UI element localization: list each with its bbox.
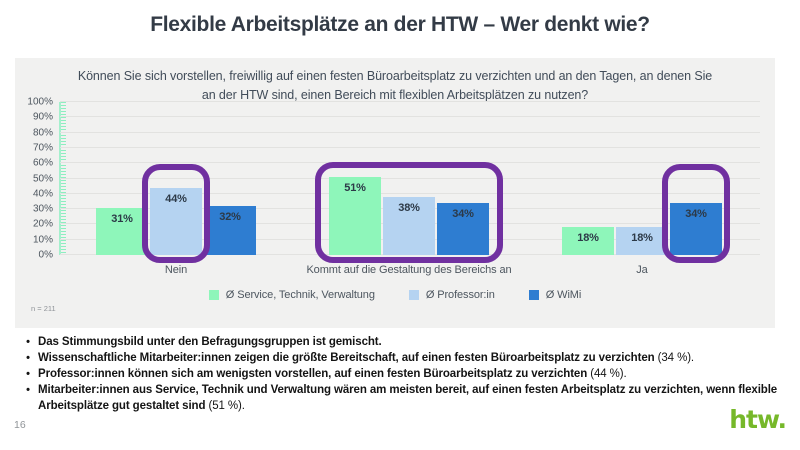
bullet-text: Professor:innen können sich am wenigsten… [38,368,627,380]
bar: 34% [437,202,489,255]
htw-logo: htw. [729,405,787,434]
bar: 18% [616,227,668,255]
y-axis-tick-label: 70% [32,142,53,154]
y-axis-tick-label: 0% [38,249,53,261]
y-axis-tick-label: 20% [32,218,53,230]
bar: 18% [562,227,614,255]
chart-legend: Ø Service, Technik, Verwaltung Ø Professo… [15,289,775,301]
legend-swatch [408,290,419,300]
y-axis-tick-label: 60% [32,157,53,169]
bullet-item: • Professor:innen können sich am wenigste… [18,366,784,382]
bar: 38% [383,196,435,255]
bullet-text: Wissenschaftliche Mitarbeiter:innen zeig… [38,352,695,364]
legend-label: Ø WiMi [545,289,582,301]
legend-swatch [528,290,539,300]
bullet-item: • Mitarbeiter:innen aus Service, Technik … [18,382,784,414]
y-axis-line [59,102,66,255]
page-number: 16 [14,419,26,431]
gridline [60,177,760,179]
x-axis-category-label: Ja [636,264,648,276]
bar: 31% [96,207,148,255]
legend-label: Ø Professor:in [425,289,495,301]
bar-value-label: 18% [631,232,653,245]
highlight-ring [662,163,730,263]
legend-label: Ø Service, Technik, Verwaltung [225,289,375,301]
bar-value-label: 32% [219,211,241,224]
bar-value-label: 51% [344,181,366,194]
y-axis-tick-label: 100% [27,96,53,108]
sample-size-note: n = 211 [31,304,56,313]
bar-group-2: 51% 38% 34% Kommt auf die Gestaltung des Be… [306,102,512,276]
bullet-marker: • [26,352,30,364]
bar-value-label: 38% [398,201,420,214]
chart-question: Können Sie sich vorstellen, freiwillig a… [77,69,713,103]
slide-title: Flexible Arbeitsplätze an der HTW – Wer … [150,13,650,36]
bar-value-label: 44% [165,192,187,205]
summary-bullet-list: • Das Stimmungsbild unter den Befragungsg… [18,334,784,414]
bar-group-1: 31% 44% 32% Nein [96,102,256,276]
bar-value-label: 34% [452,207,474,220]
bar-value-label: 31% [111,212,133,225]
bullet-marker: • [26,384,30,396]
gridline [60,146,760,148]
y-axis-tick-label: 10% [32,234,53,246]
legend-item: Ø Service, Technik, Verwaltung [208,289,375,301]
bullet-text: Mitarbeiter:innen aus Service, Technik u… [38,384,778,412]
gridline [60,131,760,133]
gridline [60,101,760,102]
bar: 44% [150,187,202,255]
bar: 32% [204,206,256,255]
y-axis-tick-label: 30% [32,203,53,215]
legend-swatch [208,290,219,300]
bullet-item: • Wissenschaftliche Mitarbeiter:innen zei… [18,350,784,366]
bar-value-label: 34% [685,207,707,220]
x-axis-category-label: Nein [164,264,188,276]
gridline [60,192,760,194]
x-axis-category-label: Kommt auf die Gestaltung des Bereichs an [306,264,512,276]
legend-item: Ø Professor:in [408,289,495,301]
y-axis-tick-label: 80% [32,127,53,139]
bar: 51% [329,176,381,255]
chart-panel: Können Sie sich vorstellen, freiwillig a… [15,58,775,328]
plot-area: 0% 10% 20% 30% 40% 50% 60% 70% 80% 90% 100% 31% 44% 3… [27,97,760,276]
bullet-item: • Das Stimmungsbild unter den Befragungsg… [18,334,784,350]
highlight-ring [142,163,210,263]
bullet-marker: • [26,336,30,348]
bar-value-label: 18% [577,232,599,245]
bullet-marker: • [26,368,30,380]
y-axis-tick-label: 50% [32,173,53,184]
y-axis-tick-label: 90% [32,111,53,123]
highlight-ring [315,162,503,263]
gridline [60,116,760,118]
y-axis-tick-label: 40% [32,188,53,200]
legend-item: Ø WiMi [528,289,582,301]
bullet-text: Das Stimmungsbild unter den Befragungsgr… [38,336,382,348]
